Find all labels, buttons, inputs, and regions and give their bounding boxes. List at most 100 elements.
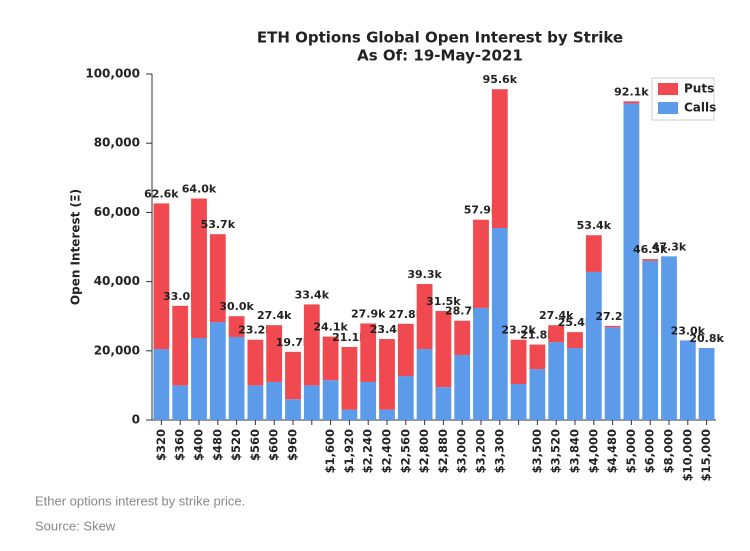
bar-segment [397, 323, 414, 377]
bar-segment [473, 219, 489, 308]
y-axis-label: Open Interest (Ξ) [69, 189, 83, 305]
bar-segment [247, 339, 264, 386]
bar-total-label: 27.2k [595, 310, 630, 323]
x-tick-label: $3,200 [474, 429, 488, 473]
bar-segment [285, 399, 301, 420]
bar-total-label: 31.5k [426, 295, 461, 308]
bar-segment [416, 349, 433, 420]
bar-total-label: 62.6k [144, 187, 179, 200]
bar-total-label: 64.0k [182, 183, 217, 196]
bar-total-label: 20.8k [689, 332, 724, 345]
bar-segment [266, 381, 283, 420]
x-tick-label: $3,840 [568, 429, 582, 473]
bar-segment [416, 284, 433, 350]
bar-segment [341, 346, 358, 410]
x-tick-label: $2,560 [398, 429, 412, 473]
x-tick-label: $480 [210, 429, 224, 461]
bar-segment [191, 198, 207, 338]
bar-total-label: 92.1k [614, 85, 649, 98]
y-tick-label: 0 [132, 413, 140, 427]
bar-segment [661, 256, 677, 420]
bar-segment [266, 325, 283, 382]
source: Source: Skew [35, 518, 116, 533]
bar-total-label: 33.0k [163, 290, 198, 303]
bar-segment [473, 307, 489, 420]
x-tick-label: $15,000 [699, 429, 713, 481]
bar-segment [567, 332, 583, 349]
x-tick-label: $2,880 [436, 429, 450, 473]
bar-segment [379, 339, 395, 410]
bar-segment [303, 304, 320, 386]
bar-total-label: 27.9k [351, 307, 386, 320]
bar-total-label: 23.2k [501, 324, 536, 337]
bar-total-label: 23.2k [238, 324, 273, 337]
x-tick-label: $2,240 [361, 429, 375, 473]
chart-subtitle: As Of: 19-May-2021 [357, 47, 523, 65]
x-tick-label: $5,000 [624, 429, 638, 473]
legend-swatch [658, 102, 678, 114]
bar-total-label: 53.4k [577, 219, 612, 232]
x-tick-label: $600 [267, 429, 281, 461]
bar-segment [172, 385, 189, 420]
bar-segment [360, 323, 377, 382]
x-tick-label: $3,520 [549, 429, 563, 473]
y-tick-label: 100,000 [85, 67, 140, 81]
bar-total-label: 27.4k [539, 309, 574, 322]
y-tick-label: 60,000 [94, 205, 140, 219]
bar-segment [303, 385, 320, 420]
bar-total-label: 57.9k [464, 204, 499, 217]
bar-segment [228, 336, 245, 420]
bar-segment [698, 348, 715, 420]
bar-segment [679, 340, 696, 420]
bar-segment [209, 322, 226, 420]
bar-total-label: 21.8k [520, 329, 555, 342]
bar-segment [454, 320, 471, 355]
bar-segment [510, 384, 527, 420]
x-tick-label: $1,600 [323, 429, 337, 473]
x-tick-label: $2,800 [417, 429, 431, 473]
legend-label: Puts [684, 82, 714, 96]
bar-total-label: 21.1k [332, 331, 367, 344]
bar-total-label: 53.7k [201, 218, 236, 231]
bar-segment [228, 316, 245, 337]
bar-segment [341, 409, 358, 420]
bar-segment [642, 259, 659, 261]
bar-total-label: 47.3k [652, 240, 687, 253]
bar-segment [435, 311, 452, 388]
x-tick-label: $4,480 [605, 429, 619, 473]
bar-segment [247, 385, 264, 420]
caption: Ether options interest by strike price. [35, 493, 245, 508]
x-tick-label: $3,500 [530, 429, 544, 473]
chart-title: ETH Options Global Open Interest by Stri… [257, 29, 623, 47]
bar-segment [209, 234, 226, 323]
bar-segment [454, 354, 471, 420]
bar-segment [548, 325, 565, 343]
bar-segment [585, 271, 602, 420]
bar-segment [191, 337, 207, 420]
x-tick-label: $520 [229, 429, 243, 461]
legend-swatch [658, 83, 678, 95]
x-tick-label: $1,920 [342, 429, 356, 473]
bar-segment [529, 369, 546, 420]
y-tick-label: 80,000 [94, 136, 140, 150]
bar-segment [585, 235, 602, 272]
x-tick-label: $360 [173, 429, 187, 461]
bar-total-label: 28.7k [445, 305, 480, 318]
legend-label: Calls [684, 101, 716, 115]
bar-segment [322, 336, 339, 381]
x-tick-label: $10,000 [680, 429, 694, 481]
bar-segment [529, 344, 546, 370]
x-tick-label: $3,000 [455, 429, 469, 473]
x-tick-label: $960 [286, 429, 300, 461]
bar-segment [285, 351, 301, 400]
bar-segment [604, 327, 621, 420]
x-tick-label: $8,000 [662, 429, 676, 473]
bar-total-label: 95.6k [483, 73, 518, 86]
bar-total-label: 23.0k [671, 324, 706, 337]
x-tick-label: $6,000 [643, 429, 657, 473]
bar-segment [567, 348, 583, 420]
x-tick-label: $3,300 [492, 429, 506, 473]
bar-segment [642, 260, 659, 420]
